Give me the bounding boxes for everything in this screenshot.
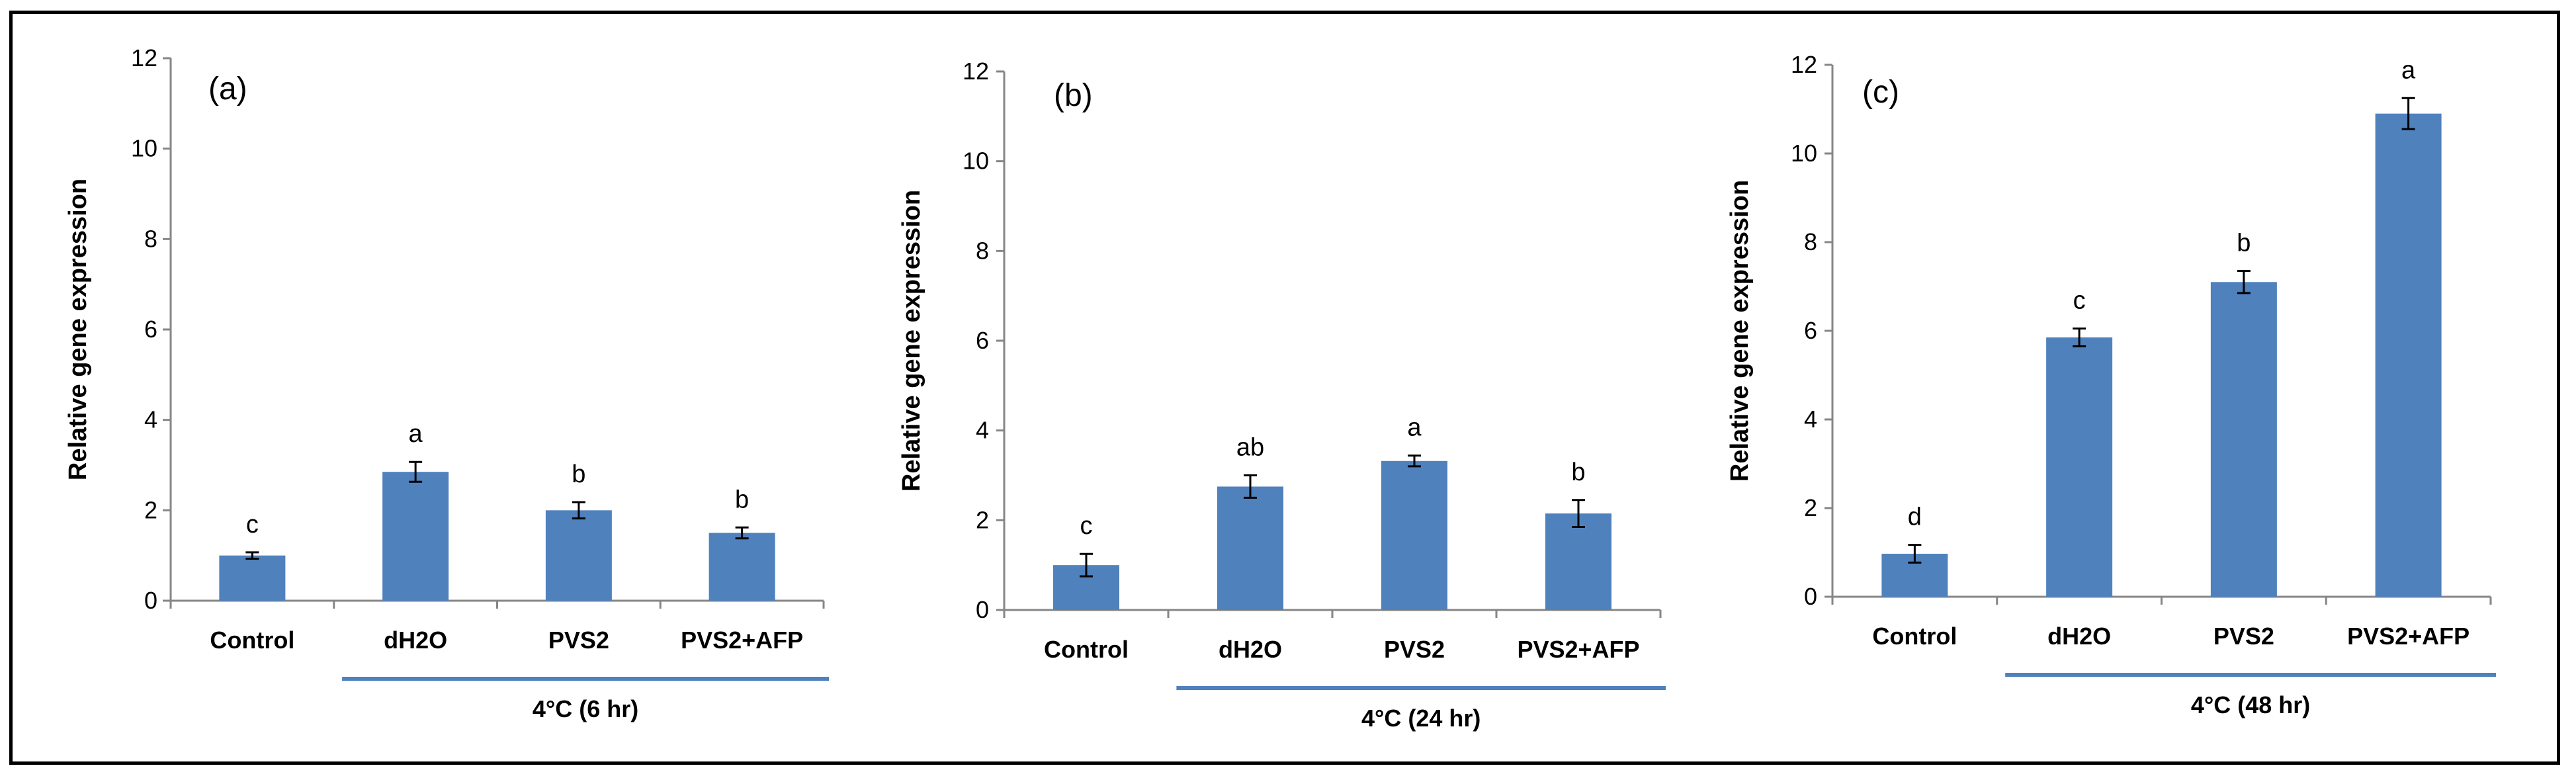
panel-c-category-label: PVS2+AFP [2347,623,2469,650]
panel-c-y-tick-label: 2 [1804,494,1817,521]
panel-b-category-label: Control [1044,636,1129,663]
panel-b-y-tick-label: 10 [963,148,989,175]
panel-b-significance-label: a [1407,414,1422,442]
panel-a-category-label: dH2O [384,627,447,654]
figure-frame [9,11,2560,765]
panel-c-category-label: PVS2 [2213,623,2274,650]
panel-c-y-tick-label: 10 [1791,140,1817,167]
panel-c-bar [2210,282,2277,597]
panel-c-bar [2375,113,2442,597]
panel-c-significance-label: a [2401,56,2416,84]
panel-c-group-label: 4°C (48 hr) [2191,691,2310,718]
panel-a-category-label: PVS2 [548,627,609,654]
panel-b-y-tick-label: 0 [976,596,989,623]
panel-a-y-tick-label: 4 [144,406,157,433]
panel-c-y-tick-label: 6 [1804,317,1817,344]
panel-a-bar [545,510,612,601]
panel-b-y-tick-label: 2 [976,506,989,533]
panel-b-y-tick-label: 12 [963,58,989,85]
panel-b-y-tick-label: 6 [976,327,989,354]
panel-a-significance-label: c [246,511,259,539]
panel-a-significance-label: b [735,486,749,513]
panel-b-bar [1545,513,1611,610]
panel-a-panel-label: (a) [208,71,247,107]
panel-b-bar [1381,460,1447,610]
panel-a-y-tick-label: 12 [131,44,157,71]
panel-c-category-label: Control [1872,623,1957,650]
panel-c-category-label: dH2O [2047,623,2111,650]
panel-a-y-tick-label: 8 [144,225,157,252]
panel-b-significance-label: c [1080,512,1093,540]
panel-b-category-label: PVS2+AFP [1517,636,1639,663]
panel-b-significance-label: b [1571,458,1585,486]
panel-b-significance-label: ab [1236,434,1264,462]
panel-a-bar [219,555,286,601]
panel-c-y-tick-label: 0 [1804,583,1817,610]
panel-c-y-tick-label: 12 [1791,51,1817,78]
panel-a-category-label: Control [210,627,294,654]
panel-c-y-tick-label: 8 [1804,228,1817,255]
panel-a-group-label: 4°C (6 hr) [533,695,638,722]
panel-c-y-axis-title: Relative gene expression [1726,180,1754,482]
panel-a-y-tick-label: 6 [144,316,157,343]
panel-a-category-label: PVS2+AFP [681,627,803,654]
panel-a-bar [708,533,775,601]
panel-c-significance-label: b [2237,230,2251,257]
panel-a-significance-label: b [572,460,585,488]
panel-b-bar [1217,486,1283,610]
panel-a-y-tick-label: 2 [144,496,157,523]
panel-a-y-axis-title: Relative gene expression [64,179,92,480]
panel-b-y-tick-label: 4 [976,417,989,444]
panel-b-y-axis-title: Relative gene expression [898,190,925,492]
panel-c-panel-label: (c) [1862,75,1899,110]
panel-a-bar [382,472,449,601]
panel-b-panel-label: (b) [1054,78,1093,113]
panel-a-y-tick-label: 0 [144,587,157,614]
panel-c-significance-label: c [2073,287,2086,315]
panel-b-category-label: PVS2 [1384,636,1445,663]
panel-c-significance-label: d [1908,503,1922,531]
panel-a-y-tick-label: 10 [131,135,157,162]
panel-c-bar [2046,337,2113,597]
panel-b-y-tick-label: 8 [976,237,989,264]
panel-b-category-label: dH2O [1219,636,1282,663]
panel-b-group-label: 4°C (24 hr) [1361,705,1481,732]
panel-a-significance-label: a [409,420,423,448]
panel-c-y-tick-label: 4 [1804,406,1817,433]
